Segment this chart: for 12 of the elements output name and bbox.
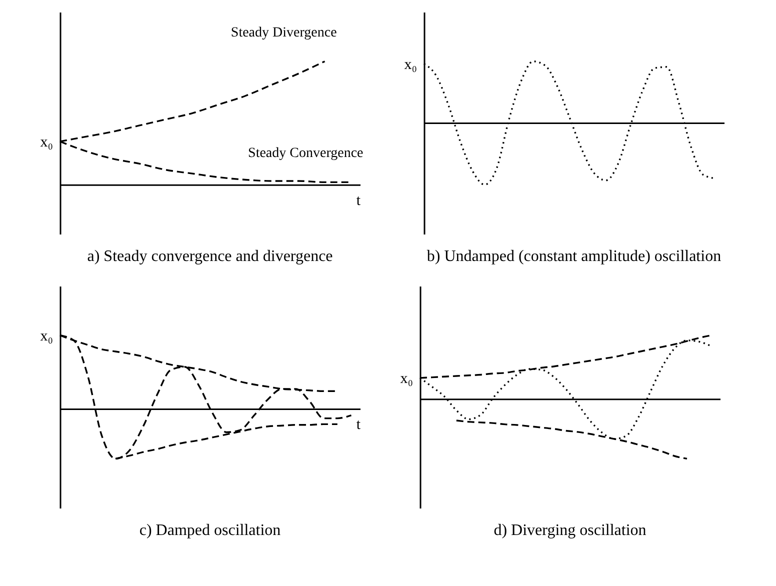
- text: b) Undamped (constant amplitude) oscillation: [426, 248, 722, 265]
- text: x₀: [40, 328, 53, 344]
- series-label: Steady Convergence: [248, 146, 364, 162]
- series-label: Steady Divergence: [230, 25, 337, 40]
- text: x₀: [40, 134, 53, 150]
- text: x₀: [404, 56, 417, 73]
- text: x₀: [400, 370, 413, 387]
- text: d) Diverging oscillation: [494, 522, 646, 539]
- text: c) Damped oscillation: [139, 522, 281, 539]
- x-axis-title: t: [356, 193, 362, 210]
- text: a) Steady convergence and divergence: [87, 248, 333, 265]
- x-axis-title: t: [356, 417, 362, 434]
